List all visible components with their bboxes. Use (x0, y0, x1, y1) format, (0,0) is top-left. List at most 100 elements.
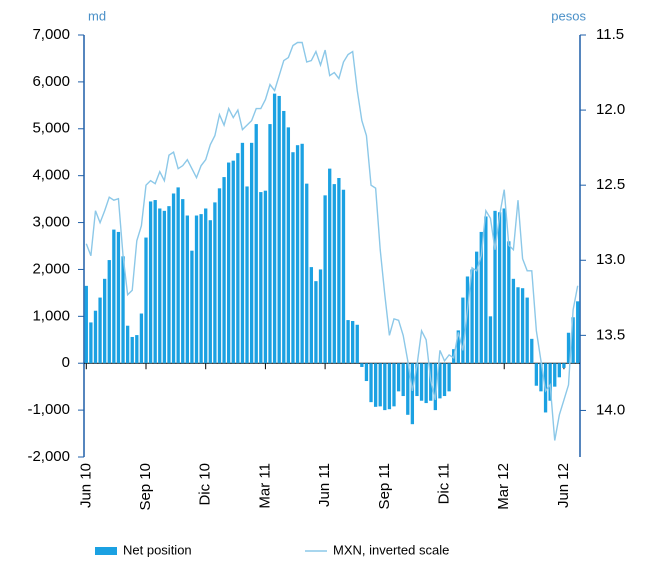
bar (116, 231, 121, 364)
bar (396, 363, 401, 392)
bar (272, 93, 277, 364)
bar (213, 202, 217, 364)
bar (548, 363, 552, 401)
bar (553, 363, 557, 387)
bar (369, 363, 373, 403)
bar (121, 256, 125, 364)
bar (337, 178, 341, 364)
bar (217, 188, 222, 364)
bar (185, 215, 189, 364)
bar (231, 160, 235, 364)
bar (300, 143, 304, 364)
bar (520, 288, 525, 364)
bar (259, 192, 263, 364)
x-tick-label: Sep 10 (137, 463, 154, 511)
y-tick-label: -2,000 (27, 448, 70, 465)
bar (98, 297, 102, 364)
bar (208, 220, 212, 364)
y2-tick-label: 12.0 (596, 101, 625, 118)
bar (525, 297, 529, 364)
y-tick-label: 0 (62, 354, 70, 371)
bar (144, 237, 148, 364)
legend-swatch (95, 547, 117, 555)
bar (484, 216, 488, 364)
y-tick-label: 4,000 (32, 167, 70, 184)
y-tick-label: 7,000 (32, 26, 70, 43)
bar (539, 363, 543, 392)
bar (148, 201, 153, 364)
y-tick-label: 1,000 (32, 307, 70, 324)
bar (181, 199, 185, 364)
x-tick-label: Dic 10 (197, 463, 214, 506)
bar (286, 127, 291, 364)
bar (502, 208, 506, 364)
bar (530, 338, 534, 364)
x-tick-label: Mar 11 (256, 463, 273, 509)
y-tick-label: 3,000 (32, 214, 70, 231)
y2-tick-label: 12.5 (596, 176, 625, 193)
y-tick-label: 2,000 (32, 260, 70, 277)
bar (488, 316, 493, 364)
y2-unit: pesos (551, 8, 586, 23)
bar (406, 363, 410, 415)
y-tick-label: -1,000 (27, 401, 70, 418)
bar (442, 363, 447, 397)
y-tick-label: 6,000 (32, 73, 70, 90)
bar (479, 231, 483, 364)
bar (433, 363, 437, 411)
y-unit: md (88, 8, 106, 23)
y2-tick-label: 13.5 (596, 326, 625, 343)
bar (84, 285, 88, 364)
bar (557, 363, 561, 378)
bar (328, 168, 332, 364)
bar (360, 363, 364, 367)
bar (364, 363, 369, 382)
bar (465, 276, 470, 364)
bar (199, 214, 203, 364)
bar (373, 363, 378, 407)
bar (130, 336, 134, 364)
bar (103, 278, 107, 364)
bar (562, 363, 566, 368)
bar (176, 187, 180, 364)
bar (566, 332, 571, 364)
bar (576, 301, 580, 364)
bar (112, 229, 116, 364)
bar (227, 162, 231, 364)
bar (507, 241, 511, 364)
x-tick-label: Jun 10 (77, 463, 94, 508)
bar (162, 210, 167, 364)
bar (139, 313, 144, 364)
bar (456, 330, 460, 364)
bar (291, 152, 295, 364)
x-tick-label: Mar 12 (495, 463, 512, 510)
legend-label: MXN, inverted scale (333, 542, 449, 557)
bar (194, 215, 199, 364)
bar (392, 363, 396, 407)
bar (318, 269, 323, 364)
bar (93, 310, 98, 364)
bar (309, 267, 313, 364)
bar (323, 195, 327, 364)
bar (135, 335, 139, 364)
y2-tick-label: 13.0 (596, 251, 625, 268)
bar (447, 363, 451, 392)
bar (167, 206, 171, 364)
bar (89, 322, 93, 364)
bar (387, 363, 392, 410)
bar (341, 189, 346, 364)
x-tick-label: Jun 12 (555, 463, 572, 508)
bar (171, 193, 176, 364)
bar (263, 190, 268, 364)
bar (378, 363, 382, 407)
bar (305, 183, 309, 364)
line (85, 41, 579, 441)
bar (355, 324, 359, 364)
bar (351, 321, 355, 364)
y-tick-label: 5,000 (32, 120, 70, 137)
bar (295, 145, 300, 364)
bar (204, 208, 208, 364)
bar (461, 297, 465, 364)
bar (240, 142, 245, 364)
